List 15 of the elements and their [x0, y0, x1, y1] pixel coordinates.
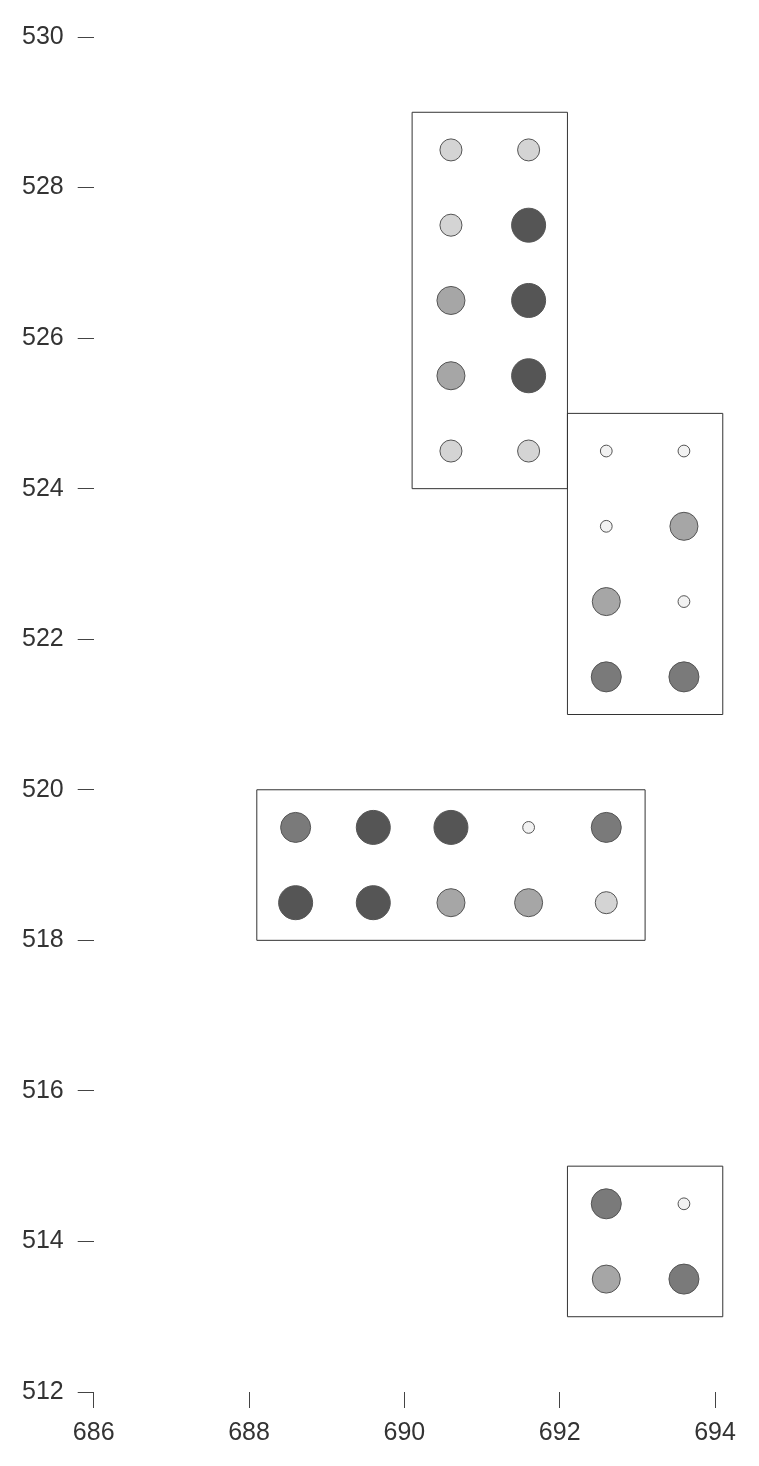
y-tick-label: 514: [21, 1225, 64, 1254]
y-tick-label: 526: [21, 322, 64, 350]
y-tick-label: 528: [21, 171, 64, 200]
y-tick-label: 530: [21, 20, 64, 49]
x-tick-label: 688: [228, 1416, 270, 1445]
y-tick-label: 518: [21, 924, 64, 953]
y-tick-label: 524: [21, 472, 64, 501]
x-tick-label: 690: [383, 1416, 426, 1445]
y-tick-label: 520: [21, 773, 64, 802]
y-tick-label: 522: [21, 623, 64, 652]
x-tick-label: 686: [72, 1416, 115, 1445]
x-tick-label: 692: [538, 1416, 581, 1445]
x-tick-label: 694: [694, 1416, 736, 1445]
y-tick-label: 516: [21, 1074, 64, 1103]
y-tick-label: 512: [21, 1375, 64, 1404]
